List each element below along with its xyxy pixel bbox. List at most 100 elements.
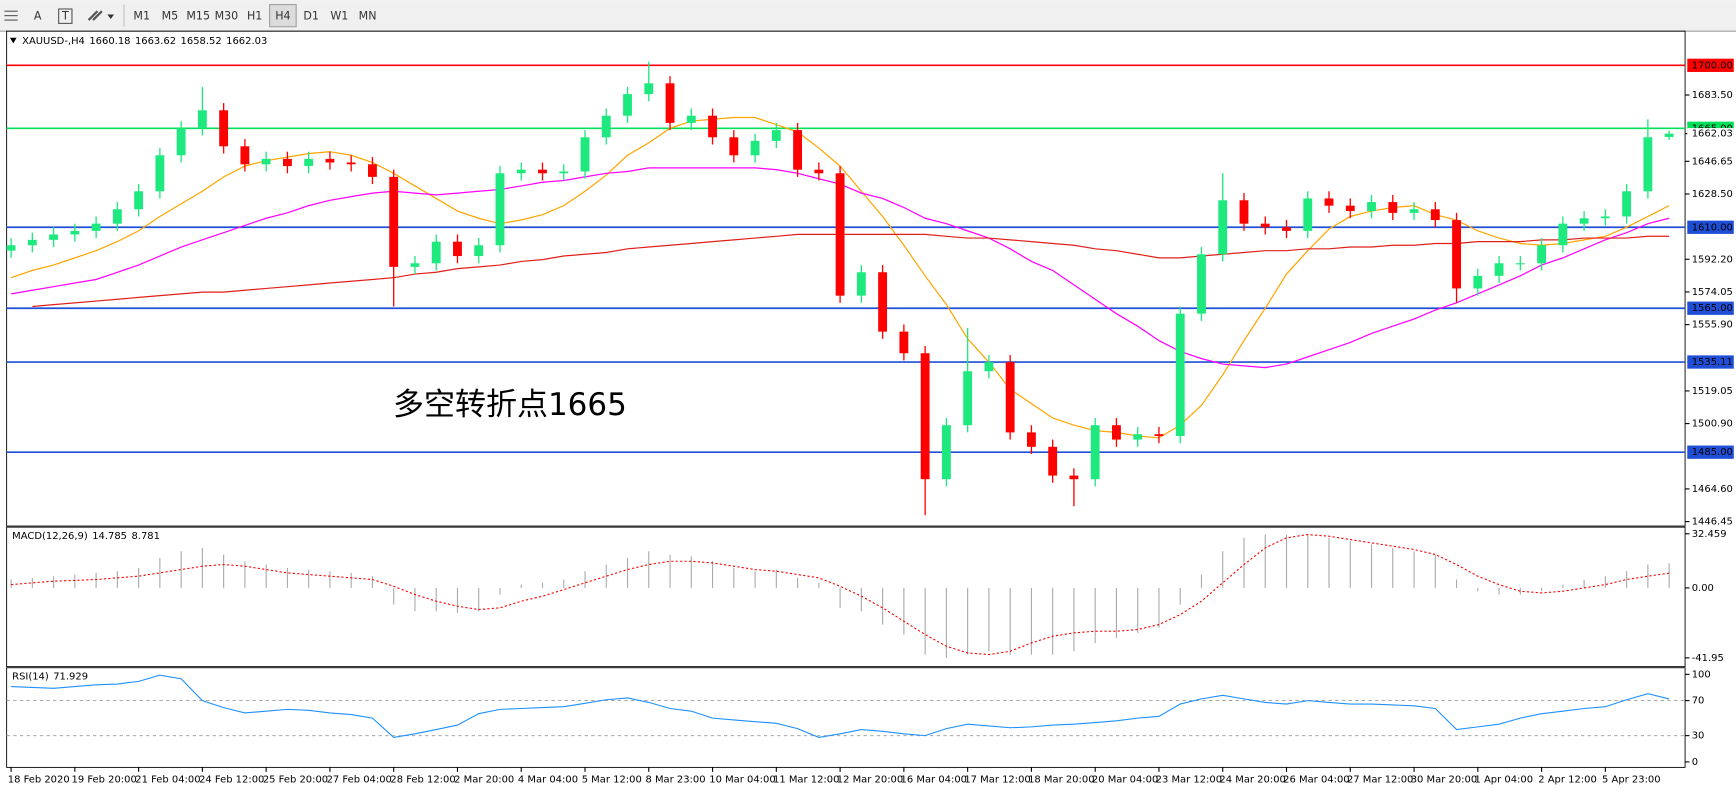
candle-body [1154, 434, 1164, 437]
y-tick-label: 1646.65 [1692, 156, 1733, 167]
candle-body [1239, 200, 1249, 224]
moving-average [32, 233, 1670, 308]
timeframe-label[interactable]: M5 [162, 10, 179, 23]
candle-body [963, 371, 973, 426]
candle-body [112, 209, 122, 224]
dropdown-arrow[interactable] [107, 14, 115, 19]
x-tick-label: 21 Feb 04:00 [135, 775, 200, 786]
candle-body [197, 110, 207, 129]
candle-body [410, 263, 420, 267]
candle-body [1112, 425, 1121, 440]
timeframe-bar: M1 M5 M15 M30 H1 H4 D1 W1 MN [133, 4, 377, 28]
candle-body [686, 115, 696, 123]
x-tick-label: 16 Mar 04:00 [901, 775, 967, 786]
x-tick-label: 2 Apr 12:00 [1538, 775, 1597, 786]
candle-body [1048, 446, 1058, 476]
text-tool[interactable]: A [34, 10, 42, 23]
timeframe-button[interactable] [269, 4, 297, 28]
candle-body [1026, 432, 1036, 447]
timeframe-label[interactable]: M1 [133, 10, 150, 23]
candle-body [729, 137, 739, 156]
candle-body [453, 241, 462, 257]
label-tool-frame [58, 8, 73, 24]
toolbar: A T M1 M5 M15 M30 H1 H4 D1 W1 MN [0, 0, 1736, 32]
header-value: 14.785 [92, 531, 127, 542]
shapes-tool[interactable] [87, 10, 103, 21]
y-tick-label: 1519.05 [1692, 386, 1733, 397]
candle-body [1558, 223, 1568, 246]
candle-body [708, 115, 717, 138]
candle-body [70, 230, 80, 235]
x-tick-label: 27 Mar 12:00 [1347, 775, 1413, 786]
x-tick-label: 17 Mar 12:00 [964, 775, 1030, 786]
candle-body [1282, 227, 1291, 231]
candle-body [389, 176, 399, 267]
y-tick-label: 1628.50 [1692, 189, 1733, 200]
candle-body [27, 239, 37, 246]
candle-body [176, 128, 186, 156]
panel-frame [6, 526, 1686, 668]
level-label-bg [1687, 445, 1734, 459]
y-tick-label: 1592.20 [1692, 254, 1733, 265]
level-label-bg [1687, 301, 1734, 315]
candle-body [1494, 263, 1504, 276]
candle-body [623, 94, 632, 116]
candle-body [1133, 434, 1143, 440]
candle-body [219, 110, 229, 147]
candle-body [984, 362, 994, 372]
rsi-header: RSI(14) 71.929 [12, 672, 88, 683]
timeframe-label[interactable]: D1 [303, 10, 319, 23]
annotation: 多空转折点1665 [393, 387, 627, 423]
header-value: 1658.52 [181, 36, 222, 47]
timeframe-label[interactable]: M30 [215, 10, 239, 23]
x-tick-label: 24 Feb 12:00 [199, 775, 264, 786]
candle-body [878, 272, 888, 332]
candle-body [1452, 220, 1461, 289]
candle-body [474, 245, 484, 257]
x-tick-label: 12 Mar 20:00 [837, 775, 903, 786]
header-value: XAUUSD-,H4 [22, 36, 85, 47]
y-tick-label: 1464.60 [1692, 484, 1733, 495]
timeframe-label[interactable]: W1 [330, 10, 348, 23]
rsi-line [11, 674, 1670, 738]
candle-body [1537, 245, 1547, 264]
candle-body [495, 173, 505, 246]
header-value: MACD(12,26,9) [12, 531, 88, 542]
macd-header: MACD(12,26,9) 14.785 8.781 [12, 531, 160, 542]
timeframe-label[interactable]: MN [359, 10, 377, 23]
menu-icon[interactable] [4, 10, 18, 21]
label-tool[interactable]: T [61, 10, 69, 23]
timeframe-label[interactable]: M15 [186, 10, 210, 23]
candle-body [261, 158, 271, 165]
plots: 1683.50 1646.65 1628.50 1592.20 1574.05 1555.… [6, 30, 1734, 786]
candle-body [325, 158, 335, 163]
candle-body [1324, 198, 1334, 206]
x-tick-label: 25 Feb 20:00 [263, 775, 328, 786]
candle-body [644, 83, 654, 95]
candle-body [1579, 218, 1589, 224]
candle-body [1388, 202, 1398, 213]
candle-body [431, 241, 441, 264]
x-tick-label: 5 Apr 23:00 [1602, 775, 1661, 786]
candle-body [1600, 216, 1610, 219]
candle-body [1197, 254, 1206, 314]
x-tick-label: 11 Mar 12:00 [773, 775, 839, 786]
candle-body [1515, 263, 1525, 265]
candle-body [601, 115, 611, 138]
y-tick-label: 1446.45 [1692, 517, 1733, 528]
timeframe-label[interactable]: H4 [275, 10, 290, 23]
candle-body [6, 245, 16, 251]
candle-body [1345, 205, 1355, 212]
y-tick-label: 32.459 [1692, 529, 1727, 540]
timeframe-label[interactable]: H1 [247, 10, 262, 23]
header-value: 71.929 [53, 672, 88, 683]
y-tick-label: 0 [1692, 757, 1698, 768]
candle-body [1069, 475, 1079, 480]
y-tick-label: 70 [1692, 696, 1705, 707]
level-label-bg [1687, 220, 1734, 234]
candle-body [835, 173, 845, 296]
candle-body [1643, 137, 1653, 192]
candle-body [1367, 202, 1376, 212]
level-label-bg [1687, 355, 1734, 369]
